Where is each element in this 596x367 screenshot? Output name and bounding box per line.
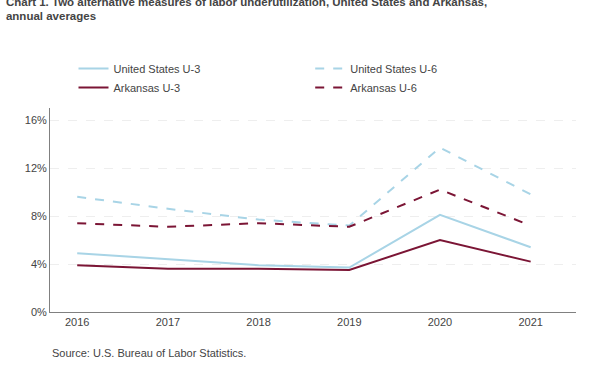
svg-text:0%: 0%	[31, 306, 47, 318]
svg-text:United States U-6: United States U-6	[350, 63, 437, 75]
svg-text:Arkansas U-3: Arkansas U-3	[114, 82, 181, 94]
svg-text:United States U-3: United States U-3	[114, 63, 201, 75]
svg-text:8%: 8%	[31, 210, 47, 222]
svg-text:Arkansas U-6: Arkansas U-6	[350, 82, 417, 94]
svg-text:2017: 2017	[156, 316, 180, 328]
svg-text:Source: U.S. Bureau of Labor S: Source: U.S. Bureau of Labor Statistics.	[52, 347, 246, 359]
svg-text:12%: 12%	[25, 162, 47, 174]
svg-text:2018: 2018	[246, 316, 270, 328]
svg-text:4%: 4%	[31, 258, 47, 270]
svg-text:2020: 2020	[428, 316, 452, 328]
svg-text:2016: 2016	[65, 316, 89, 328]
svg-text:16%: 16%	[25, 114, 47, 126]
svg-text:2019: 2019	[337, 316, 361, 328]
svg-text:Chart 1. Two alternative measu: Chart 1. Two alternative measures of lab…	[6, 0, 487, 22]
svg-text:2021: 2021	[518, 316, 542, 328]
